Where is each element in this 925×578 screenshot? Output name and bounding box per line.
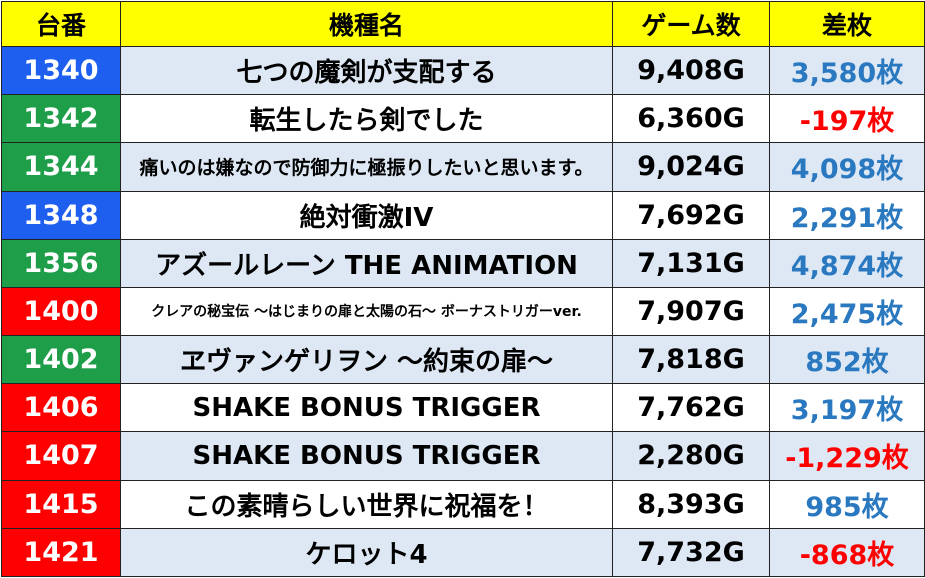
coin-difference-cell: -868枚	[769, 527, 925, 578]
header-machine-name: 機種名	[120, 1, 613, 47]
table-row: 1340 七つの魔剣が支配する 9,408G 3,580枚	[1, 45, 925, 96]
table-row: 1421 ケロット4 7,732G -868枚	[1, 527, 925, 578]
table-row: 1342 転生したら剣でした 6,360G -197枚	[1, 94, 925, 144]
machine-number-cell: 1415	[1, 479, 121, 529]
game-count-cell: 9,408G	[612, 45, 770, 96]
coin-difference-cell: 2,475枚	[769, 286, 925, 337]
table-row: 1402 ヱヴァンゲリヲン ～約束の扉～ 7,818G 852枚	[1, 335, 925, 385]
game-count-cell: 8,393G	[612, 479, 770, 529]
machine-number-cell: 1421	[1, 527, 121, 578]
machine-name-cell: ヱヴァンゲリヲン ～約束の扉～	[120, 335, 613, 385]
table-row: 1356 アズールレーン THE ANIMATION 7,131G 4,874枚	[1, 238, 925, 288]
machine-number-cell: 1342	[1, 94, 121, 144]
machine-name-cell: ケロット4	[120, 527, 613, 578]
machine-number-cell: 1406	[1, 383, 121, 433]
coin-difference-cell: 852枚	[769, 335, 925, 385]
coin-difference-cell: 985枚	[769, 479, 925, 529]
header-coin-difference: 差枚	[769, 1, 925, 47]
game-count-cell: 7,907G	[612, 286, 770, 337]
machine-name-cell: SHAKE BONUS TRIGGER	[120, 431, 613, 481]
machine-number-cell: 1344	[1, 142, 121, 192]
table-row: 1407 SHAKE BONUS TRIGGER 2,280G -1,229枚	[1, 431, 925, 481]
machine-name-cell: アズールレーン THE ANIMATION	[120, 238, 613, 288]
game-count-cell: 7,818G	[612, 335, 770, 385]
table-row: 1348 絶対衝激IV 7,692G 2,291枚	[1, 190, 925, 240]
header-machine-number: 台番	[1, 1, 121, 47]
machine-name-cell: SHAKE BONUS TRIGGER	[120, 383, 613, 433]
machine-number-cell: 1348	[1, 190, 121, 240]
coin-difference-cell: -197枚	[769, 94, 925, 144]
coin-difference-cell: 4,098枚	[769, 142, 925, 192]
table-row: 1415 この素晴らしい世界に祝福を！ 8,393G 985枚	[1, 479, 925, 529]
game-count-cell: 2,280G	[612, 431, 770, 481]
game-count-cell: 7,692G	[612, 190, 770, 240]
machine-name-cell: 痛いのは嫌なので防御力に極振りしたいと思います。	[120, 142, 613, 192]
machine-number-cell: 1356	[1, 238, 121, 288]
game-count-cell: 9,024G	[612, 142, 770, 192]
machine-number-cell: 1400	[1, 286, 121, 337]
machine-name-cell: この素晴らしい世界に祝福を！	[120, 479, 613, 529]
coin-difference-cell: -1,229枚	[769, 431, 925, 481]
game-count-cell: 6,360G	[612, 94, 770, 144]
coin-difference-cell: 3,197枚	[769, 383, 925, 433]
machine-name-cell: 七つの魔剣が支配する	[120, 45, 613, 96]
machine-name-cell: クレアの秘宝伝 ～はじまりの扉と太陽の石～ ボーナストリガーver.	[120, 286, 613, 337]
game-count-cell: 7,131G	[612, 238, 770, 288]
machine-name-cell: 絶対衝激IV	[120, 190, 613, 240]
table-row: 1344 痛いのは嫌なので防御力に極振りしたいと思います。 9,024G 4,098枚	[1, 142, 925, 192]
coin-difference-cell: 3,580枚	[769, 45, 925, 96]
game-count-cell: 7,762G	[612, 383, 770, 433]
machine-name-cell: 転生したら剣でした	[120, 94, 613, 144]
table-row: 1406 SHAKE BONUS TRIGGER 7,762G 3,197枚	[1, 383, 925, 433]
machine-number-cell: 1340	[1, 45, 121, 96]
table-row: 1400 クレアの秘宝伝 ～はじまりの扉と太陽の石～ ボーナストリガーver. 7,…	[1, 286, 925, 337]
header-row: 台番 機種名 ゲーム数 差枚	[1, 1, 925, 47]
machine-number-cell: 1407	[1, 431, 121, 481]
header-game-count: ゲーム数	[612, 1, 770, 47]
game-count-cell: 7,732G	[612, 527, 770, 578]
machine-number-cell: 1402	[1, 335, 121, 385]
coin-difference-cell: 4,874枚	[769, 238, 925, 288]
coin-difference-cell: 2,291枚	[769, 190, 925, 240]
